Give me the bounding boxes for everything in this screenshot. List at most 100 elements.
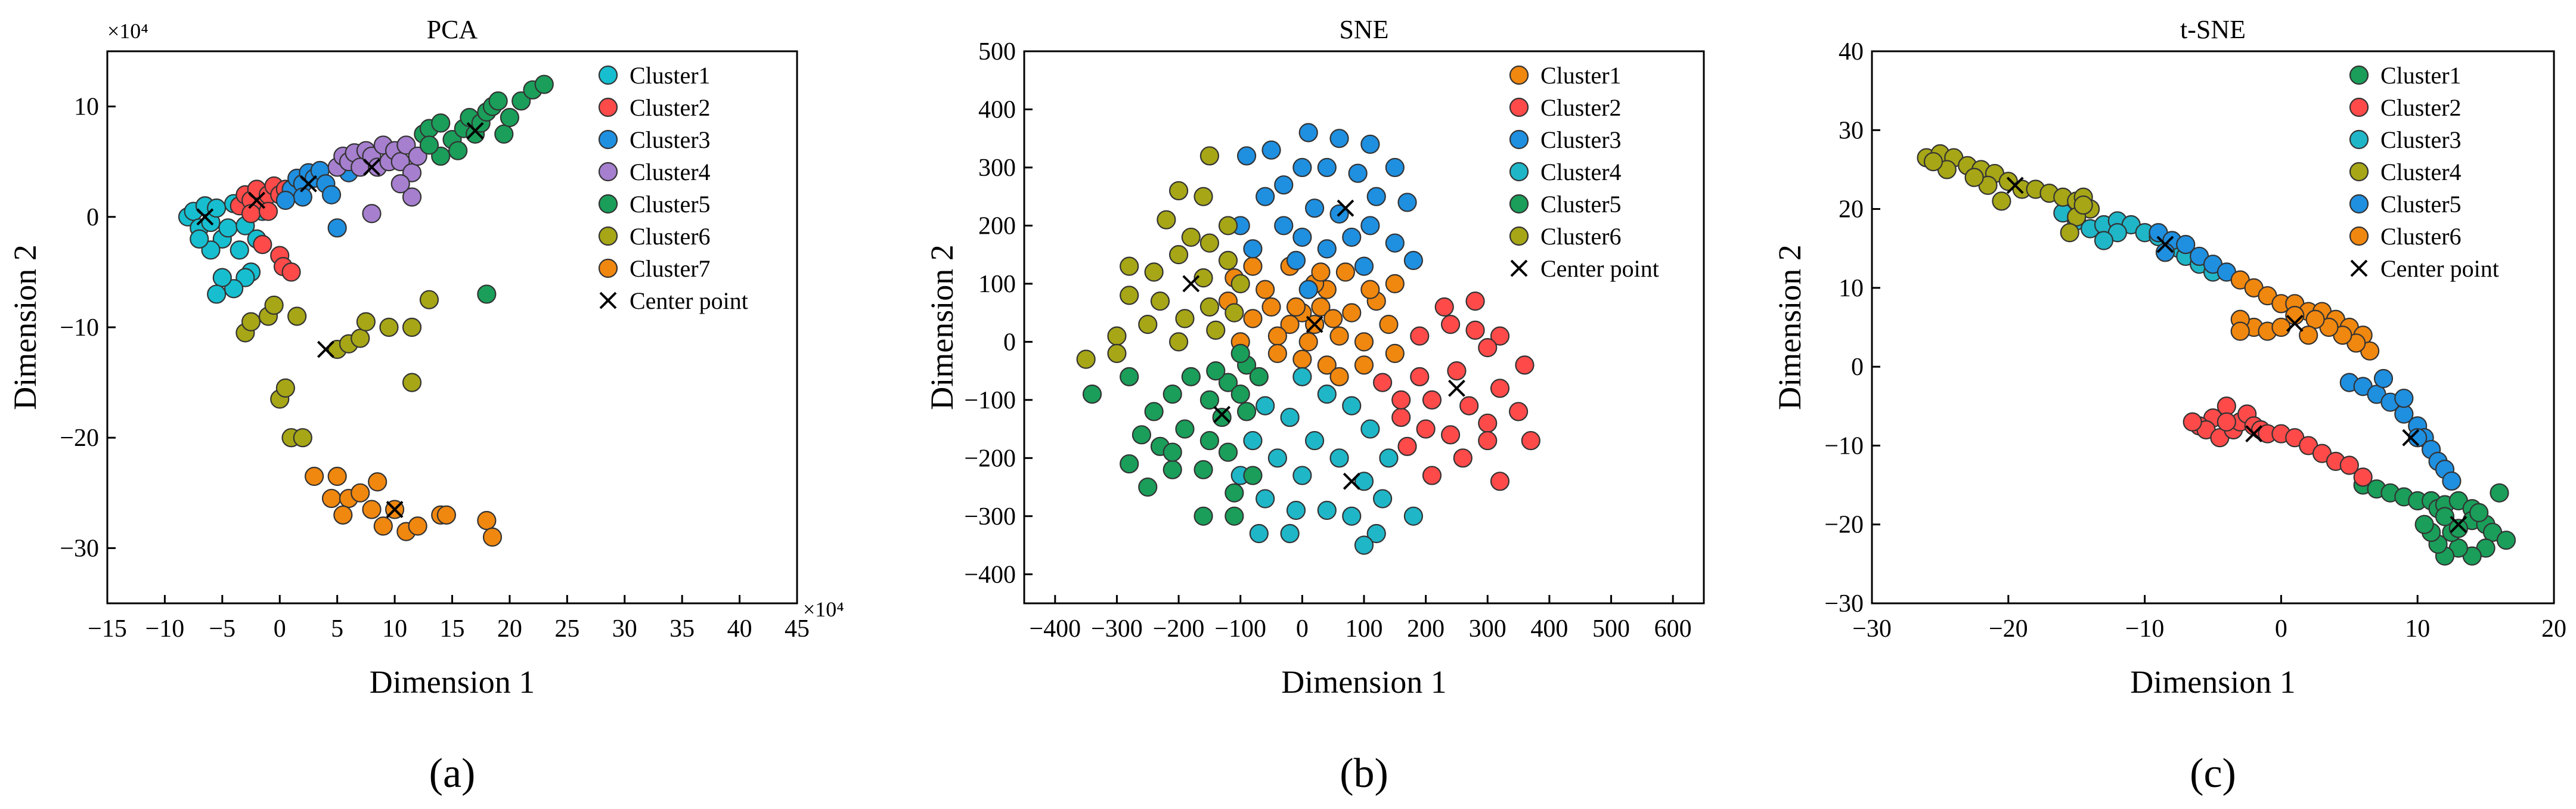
point-cluster4 (1280, 523, 1300, 544)
point-cluster2 (253, 235, 272, 255)
point-cluster6 (1225, 303, 1244, 323)
point-cluster2 (1490, 379, 1510, 398)
x-tick-label: 25 (554, 615, 579, 643)
x-axis-label: Dimension 1 (370, 664, 535, 700)
x-tick-label: 0 (1296, 615, 1309, 643)
legend-center-marker (2350, 259, 2368, 277)
center-point-marker (386, 501, 404, 518)
point-cluster5 (1138, 477, 1158, 497)
point-cluster2 (1521, 430, 1540, 451)
point-cluster2 (1440, 425, 1461, 445)
chart-panel-1: −15 −10 −5 0 5 10 15 20 25 30 35 40 45 −30 −20 −10 0 10 ×1… (7, 15, 844, 796)
point-cluster4 (1379, 448, 1399, 468)
point-cluster6 (1157, 210, 1176, 230)
point-cluster6 (1168, 332, 1189, 352)
point-cluster1 (1311, 262, 1331, 282)
center-point-marker (1306, 315, 1323, 333)
panel-label: (b) (1340, 751, 1388, 796)
point-cluster2 (2183, 412, 2202, 432)
x-tick-label: −20 (1989, 615, 2028, 643)
x-tick-label: 300 (1469, 615, 1506, 643)
legend-marker-cluster6 (2349, 226, 2369, 246)
point-cluster3 (1329, 129, 1349, 148)
point-cluster4 (408, 146, 427, 166)
point-cluster4 (1256, 489, 1275, 509)
point-cluster1 (1379, 315, 1399, 334)
point-cluster6 (1199, 146, 1220, 166)
center-point-marker (1343, 472, 1360, 490)
chart-title: PCA (427, 15, 478, 44)
point-cluster2 (2217, 412, 2236, 432)
point-cluster5 (2373, 368, 2394, 389)
y-tick-label: 0 (86, 204, 99, 231)
point-cluster2 (1391, 407, 1411, 427)
y-tick-label: 0 (1003, 328, 1016, 356)
center-point-marker (196, 208, 214, 226)
x-tick-label: −5 (209, 615, 235, 643)
point-cluster6 (402, 317, 422, 337)
x-tick-label: 400 (1530, 615, 1568, 643)
point-cluster2 (2353, 467, 2373, 487)
point-cluster5 (1218, 442, 1238, 462)
x-tick-label: 5 (331, 615, 343, 643)
chart-title: SNE (1339, 15, 1388, 44)
x-tick-label: −100 (1214, 615, 1266, 643)
x-tick-label: 40 (727, 615, 752, 643)
legend-marker-cluster5 (2349, 194, 2369, 214)
y-tick-label: 400 (978, 96, 1016, 123)
point-cluster5 (1199, 430, 1220, 451)
point-cluster5 (1218, 373, 1238, 392)
point-cluster1 (235, 268, 255, 287)
legend-label: Cluster2 (1540, 94, 1622, 121)
point-cluster7 (482, 527, 503, 547)
point-cluster3 (1256, 187, 1275, 206)
point-cluster1 (224, 279, 244, 299)
point-cluster1 (1342, 303, 1362, 323)
x-tick-label: 45 (785, 615, 810, 643)
legend-marker-cluster3 (2349, 129, 2369, 150)
point-cluster6 (1107, 343, 1127, 363)
point-cluster3 (1304, 199, 1325, 218)
y-axis-label: Dimension 2 (1772, 244, 1808, 410)
point-cluster3 (1342, 227, 1362, 247)
legend-marker-cluster1 (1509, 65, 1529, 85)
y-tick-label: −30 (60, 535, 99, 562)
point-cluster5 (1206, 361, 1226, 381)
y-tick-label: 40 (1839, 38, 1864, 66)
point-cluster5 (2394, 388, 2414, 408)
legend-label: Cluster4 (630, 159, 711, 185)
point-cluster4 (1992, 191, 2011, 211)
point-cluster3 (1348, 163, 1368, 183)
point-cluster4 (1923, 152, 1943, 172)
point-cluster1 (2435, 507, 2455, 526)
center-point-marker (2006, 176, 2024, 194)
point-cluster3 (1366, 187, 1386, 206)
point-cluster1 (1329, 367, 1349, 386)
point-cluster5 (1212, 407, 1232, 427)
point-cluster3 (1385, 157, 1405, 178)
point-cluster1 (1329, 326, 1349, 346)
x-tick-label: −30 (1852, 615, 1892, 643)
legend-label: Cluster1 (2380, 62, 2462, 89)
center-point-marker (317, 340, 334, 358)
x-tick-label: 10 (2405, 615, 2430, 643)
legend-label: Center point (630, 287, 748, 314)
legend-label: Cluster5 (630, 191, 711, 218)
legend-marker-cluster6 (598, 226, 618, 246)
point-cluster6 (1150, 292, 1170, 311)
legend-marker-cluster2 (1509, 97, 1529, 117)
point-cluster3 (1298, 280, 1318, 299)
point-cluster1 (207, 284, 227, 304)
point-cluster4 (1360, 419, 1380, 439)
legend-label: Cluster3 (630, 126, 711, 153)
point-cluster7 (368, 472, 388, 492)
point-cluster5 (1163, 442, 1182, 462)
point-cluster2 (1478, 430, 1498, 451)
y-multiplier: ×10⁴ (107, 19, 148, 43)
point-cluster2 (1397, 436, 1417, 456)
center-point-marker (1213, 405, 1231, 423)
legend-label: Center point (2380, 255, 2499, 282)
point-cluster7 (362, 500, 382, 519)
y-tick-label: −10 (1824, 432, 1864, 460)
point-cluster6 (1181, 227, 1201, 247)
